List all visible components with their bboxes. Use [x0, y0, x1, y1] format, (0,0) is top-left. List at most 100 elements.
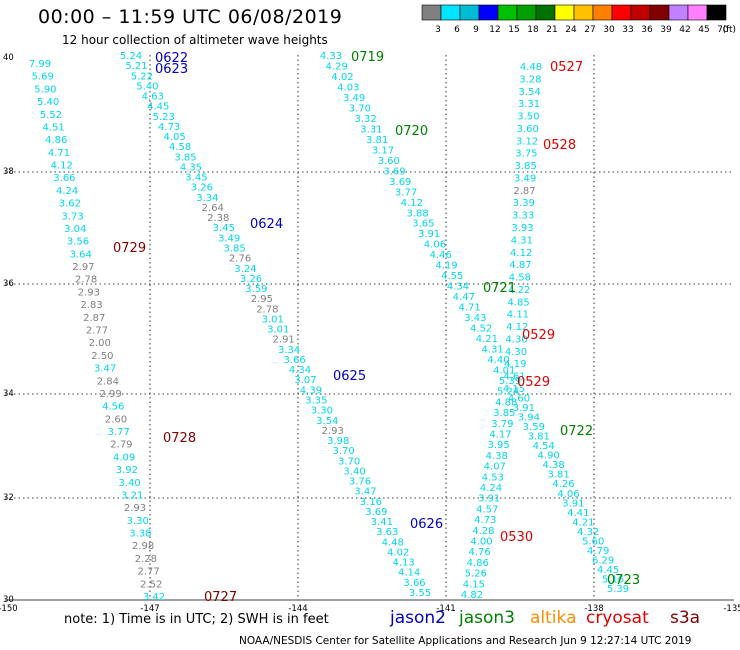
colorbar-tick-label: 30 [603, 25, 615, 35]
wave-height-value: 4.48 [520, 62, 542, 73]
wave-height-value: 4.17 [489, 430, 511, 441]
wave-height-value: 3.24 [234, 264, 256, 275]
wave-height-value: 5.16 [602, 574, 624, 585]
wave-height-value: 6.29 [592, 555, 614, 566]
wave-height-value: 4.01 [493, 366, 515, 377]
wave-height-value: 3.76 [349, 477, 371, 488]
wave-height-value: 3.33 [512, 211, 534, 222]
track-pass-label: 0622 [155, 51, 188, 66]
wave-height-value: 3.30 [311, 406, 333, 417]
legend-s3a: s3a [670, 608, 701, 628]
wave-height-colorbar: 3 6 9 12 15 18 21 24 27 30 33 36 39 42 45 70(ft) [421, 4, 736, 35]
wave-height-value: 2.77 [137, 567, 159, 578]
wave-height-value: 3.17 [372, 145, 394, 156]
wave-height-value: 4.34 [447, 282, 469, 293]
wave-height-value: 2.78 [256, 304, 278, 315]
track-pass-label: 0625 [333, 369, 366, 384]
wave-height-value: 4.60 [508, 394, 530, 405]
wave-height-value: 4.31 [482, 345, 504, 356]
wave-height-value: 4.71 [48, 148, 70, 159]
wave-height-value: 4.41 [567, 508, 589, 519]
longitude-tick-label: -144 [288, 604, 307, 614]
wave-height-value: 4.55 [441, 271, 463, 282]
wave-height-value: 4.48 [382, 537, 404, 548]
wave-height-value: 3.42 [143, 592, 165, 603]
wave-height-value: 4.12 [506, 322, 528, 333]
wave-height-value: 3.85 [174, 152, 196, 163]
wave-height-value: 3.75 [515, 149, 537, 160]
wave-height-value: 2.00 [89, 338, 111, 349]
wave-height-value: 7.99 [29, 59, 51, 70]
wave-height-value: 3.66 [403, 578, 425, 589]
wave-height-value: 4.02 [331, 72, 353, 83]
wave-height-value: 3.69 [383, 166, 405, 177]
wave-height-value: 5.39 [499, 376, 521, 387]
wave-height-value: 4.19 [435, 261, 457, 272]
wave-height-value: 4.14 [398, 568, 420, 579]
wave-height-value: 2.64 [202, 203, 224, 214]
wave-height-value: 3.60 [517, 124, 539, 135]
wave-height-value: 2.60 [105, 414, 127, 425]
wave-height-value: 3.92 [116, 465, 138, 476]
wave-height-value: 4.33 [320, 51, 342, 62]
legend-jason2: jason2 [390, 608, 446, 628]
wave-height-value: 4.12 [51, 161, 73, 172]
wave-height-value: 3.47 [94, 364, 116, 375]
wave-height-value: 4.06 [557, 489, 579, 500]
wave-height-value: 4.24 [56, 186, 78, 197]
wave-height-value: 4.02 [387, 547, 409, 558]
wave-height-value: 2.87 [513, 186, 535, 197]
wave-height-value: 3.65 [412, 219, 434, 230]
wave-height-value: 4.58 [169, 142, 191, 153]
wave-height-value: 3.79 [491, 419, 513, 430]
wave-height-value: 4.15 [463, 579, 485, 590]
track-pass-label: 0729 [113, 241, 146, 256]
wave-height-value: 3.39 [513, 198, 535, 209]
wave-height-value: 4.32 [577, 527, 599, 538]
wave-height-value: 2.98 [132, 541, 154, 552]
track-pass-label: 0528 [543, 138, 576, 153]
footer-credit: NOAA/NESDIS Center for Satellite Applica… [239, 635, 692, 647]
wave-height-value: 3.70 [338, 456, 360, 467]
wave-height-value: 2.93 [322, 426, 344, 437]
track-pass-label: 0728 [163, 431, 196, 446]
wave-height-value: 3.07 [294, 375, 316, 386]
wave-height-value: 4.38 [486, 451, 508, 462]
wave-height-value: 4.12 [510, 248, 532, 259]
track-pass-label: 0722 [560, 424, 593, 439]
wave-height-value: 3.85 [223, 244, 245, 255]
colorbar-tick-label: 45 [698, 25, 709, 35]
wave-height-value: 2.83 [80, 300, 102, 311]
wave-height-value: 5.26 [465, 569, 487, 580]
wave-height-value: 5.90 [34, 84, 56, 95]
wave-height-value: 3.49 [514, 173, 536, 184]
wave-height-value: 3.91 [478, 494, 500, 505]
page-title: 00:00 – 11:59 UTC 06/08/2019 [38, 6, 343, 28]
wave-height-value: 5.23 [153, 112, 175, 123]
wave-height-value: 5.22 [131, 71, 153, 82]
wave-height-value: 4.12 [401, 198, 423, 209]
colorbar-tick-label: 9 [473, 25, 479, 35]
wave-height-value: 3.94 [518, 413, 540, 424]
wave-height-value: 4.22 [508, 285, 530, 296]
wave-height-value: 3.93 [511, 223, 533, 234]
longitude-tick-label: -135 [723, 604, 740, 614]
wave-height-value: 2.38 [207, 213, 229, 224]
legend-altika: altika [530, 608, 577, 628]
wave-height-value: 3.26 [191, 183, 213, 194]
wave-height-value: 3.81 [528, 432, 550, 443]
wave-height-value: 4.35 [180, 162, 202, 173]
wave-height-value: 3.12 [516, 136, 538, 147]
wave-height-value: 3.40 [343, 466, 365, 477]
wave-height-value: 3.34 [278, 345, 300, 356]
wave-height-value: 3.70 [333, 446, 355, 457]
wave-height-value: 3.54 [519, 87, 541, 98]
legend-jason3: jason3 [459, 608, 515, 628]
colorbar-tick-label: 15 [508, 25, 519, 35]
wave-height-value: 4.71 [458, 303, 480, 314]
colorbar-tick-label: 42 [679, 25, 690, 35]
wave-height-value: 4.39 [300, 385, 322, 396]
wave-height-value: 4.29 [326, 61, 348, 72]
track-pass-label: 0720 [395, 124, 428, 139]
